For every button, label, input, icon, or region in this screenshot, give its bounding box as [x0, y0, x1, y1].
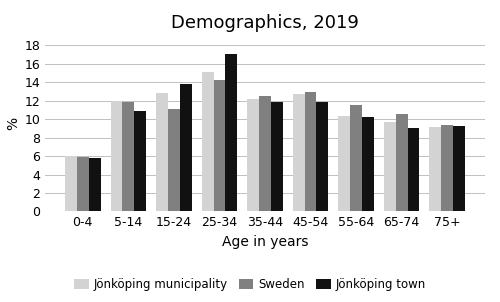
Legend: Jönköping municipality, Sweden, Jönköping town: Jönköping municipality, Sweden, Jönköpin…	[70, 274, 430, 296]
Bar	[396, 114, 407, 211]
Bar	[134, 111, 146, 211]
Bar	[408, 127, 420, 211]
Bar	[442, 125, 453, 211]
Bar	[259, 96, 271, 211]
Bar	[304, 92, 316, 211]
Bar	[350, 105, 362, 211]
Bar	[247, 99, 259, 211]
Bar	[122, 102, 134, 211]
Bar	[226, 54, 237, 211]
Y-axis label: %: %	[6, 117, 20, 130]
Bar	[293, 94, 304, 211]
Bar	[65, 156, 77, 211]
Bar	[214, 81, 226, 211]
Bar	[168, 109, 180, 211]
X-axis label: Age in years: Age in years	[222, 235, 308, 249]
Bar	[316, 102, 328, 211]
Bar	[180, 84, 192, 211]
Bar	[156, 93, 168, 211]
Bar	[338, 116, 350, 211]
Bar	[430, 127, 442, 211]
Bar	[362, 117, 374, 211]
Bar	[453, 126, 465, 211]
Bar	[384, 122, 396, 211]
Bar	[88, 158, 101, 211]
Bar	[110, 101, 122, 211]
Bar	[271, 102, 283, 211]
Title: Demographics, 2019: Demographics, 2019	[171, 14, 359, 32]
Bar	[202, 72, 213, 211]
Bar	[77, 157, 88, 211]
